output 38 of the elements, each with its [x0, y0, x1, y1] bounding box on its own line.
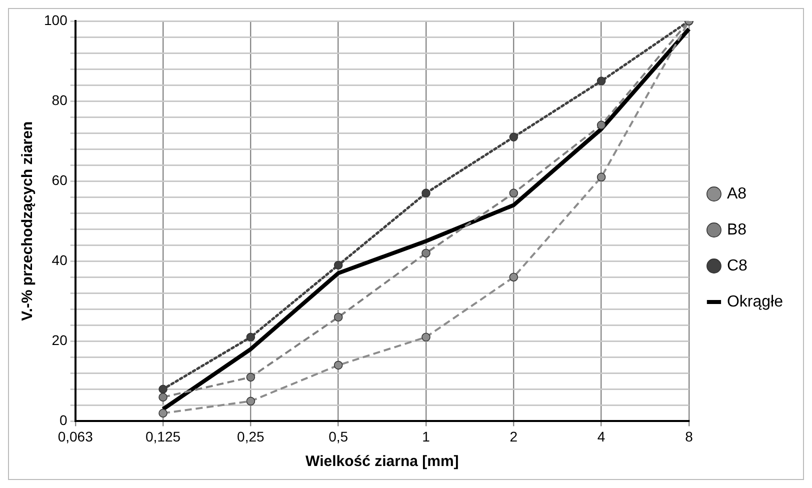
point — [334, 312, 343, 322]
point — [596, 120, 606, 130]
point — [509, 272, 518, 282]
x-tick-label: 2 — [510, 428, 518, 444]
x-tick-label: 8 — [685, 428, 694, 444]
point — [246, 372, 256, 382]
point — [334, 260, 343, 270]
x-tick-label: 4 — [597, 428, 606, 444]
point — [422, 248, 430, 258]
legend-label: Okrągłe — [726, 293, 784, 310]
legend-label: B8 — [726, 221, 747, 238]
x-tick-label: 0,063 — [58, 428, 94, 444]
x-axis-title: Wielkość ziarna [mm] — [306, 453, 459, 470]
y-tick-label: 40 — [52, 252, 68, 268]
y-tick-label: 100 — [44, 12, 68, 28]
x-tick-label: 0,25 — [237, 428, 265, 444]
point — [246, 396, 256, 406]
y-tick-label: 0 — [60, 412, 68, 428]
y-tick-label: 80 — [52, 92, 68, 108]
point — [334, 360, 343, 370]
point — [158, 392, 168, 402]
point — [422, 188, 430, 198]
point — [158, 384, 168, 394]
point — [246, 332, 256, 342]
point — [596, 76, 606, 86]
point — [158, 408, 168, 418]
point — [509, 188, 518, 198]
x-tick-label: 0,125 — [145, 428, 181, 444]
y-axis-title: V.-% przechodzących ziaren — [19, 121, 36, 321]
y-tick-label: 60 — [52, 172, 68, 188]
point — [422, 332, 430, 342]
x-tick-label: 1 — [422, 428, 430, 444]
x-tick-label: 0,5 — [328, 428, 348, 444]
legend-label: C8 — [726, 257, 748, 274]
y-tick-label: 20 — [52, 332, 68, 348]
point — [596, 172, 606, 182]
point — [509, 132, 518, 142]
legend-label: A8 — [726, 185, 747, 202]
